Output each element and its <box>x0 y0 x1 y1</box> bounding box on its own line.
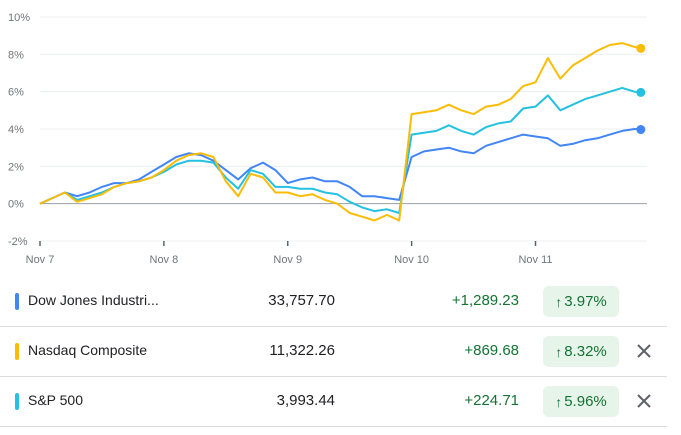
series-endpoint-marker <box>636 125 646 135</box>
index-name[interactable]: S&P 500 <box>28 392 84 408</box>
close-icon[interactable] <box>633 390 655 412</box>
remove-comparison-button[interactable] <box>633 390 655 412</box>
series-endpoint-marker <box>636 87 646 97</box>
list-item-dow[interactable]: Dow Jones Industri... 33,757.70 +1,289.2… <box>0 277 667 327</box>
close-icon[interactable] <box>633 340 655 362</box>
percent-change-value: 3.97% <box>564 293 607 310</box>
index-price: 3,993.44 <box>276 392 335 409</box>
y-tick-label: 8% <box>8 49 24 61</box>
y-tick-label: 0% <box>8 199 24 211</box>
series-endpoint-marker <box>636 43 646 53</box>
percent-change-value: 5.96% <box>564 393 607 410</box>
x-tick-label: Nov 7 <box>26 254 55 266</box>
price-change: +1,289.23 <box>451 292 519 309</box>
y-tick-label: -2% <box>8 236 28 248</box>
comparison-chart[interactable]: 10% 8% 6% 4% 2% 0% -2% Nov 7 Nov 8 Nov 9 Nov 10 Nov… <box>0 0 681 275</box>
series-color-indicator <box>15 343 19 360</box>
index-price: 11,322.26 <box>269 342 335 359</box>
index-name[interactable]: Nasdaq Composite <box>28 342 148 358</box>
series-color-indicator <box>15 293 19 310</box>
percent-change-badge: ↑ 5.96% <box>543 386 619 417</box>
x-tick-label: Nov 9 <box>273 254 302 266</box>
percent-change-badge: ↑ 3.97% <box>543 286 619 317</box>
list-item-sp500[interactable]: S&P 500 3,993.44 +224.71 ↑ 5.96% <box>0 377 667 427</box>
y-tick-label: 4% <box>8 124 24 136</box>
arrow-up-icon: ↑ <box>555 343 563 360</box>
series-line <box>39 86 641 214</box>
y-tick-label: 6% <box>8 87 24 99</box>
y-tick-label: 10% <box>8 12 30 24</box>
y-tick-label: 2% <box>8 161 24 173</box>
percent-change-badge: ↑ 8.32% <box>543 336 619 367</box>
price-change: +869.68 <box>464 342 519 359</box>
price-change: +224.71 <box>464 392 519 409</box>
x-tick-label: Nov 11 <box>518 254 552 266</box>
arrow-up-icon: ↑ <box>555 293 563 310</box>
arrow-up-icon: ↑ <box>555 393 563 410</box>
series-line <box>39 42 642 222</box>
x-tick-label: Nov 8 <box>150 254 179 266</box>
index-name[interactable]: Dow Jones Industri... <box>28 292 159 308</box>
remove-comparison-button[interactable] <box>633 340 655 362</box>
series-line <box>39 128 641 205</box>
list-item-nasdaq[interactable]: Nasdaq Composite 11,322.26 +869.68 ↑ 8.32… <box>0 327 667 377</box>
chart-svg[interactable]: 10% 8% 6% 4% 2% 0% -2% Nov 7 Nov 8 Nov 9 Nov 10 Nov… <box>0 0 681 275</box>
x-tick-label: Nov 10 <box>394 254 429 266</box>
index-price: 33,757.70 <box>268 292 335 309</box>
percent-change-value: 8.32% <box>564 343 607 360</box>
series-color-indicator <box>15 393 19 410</box>
